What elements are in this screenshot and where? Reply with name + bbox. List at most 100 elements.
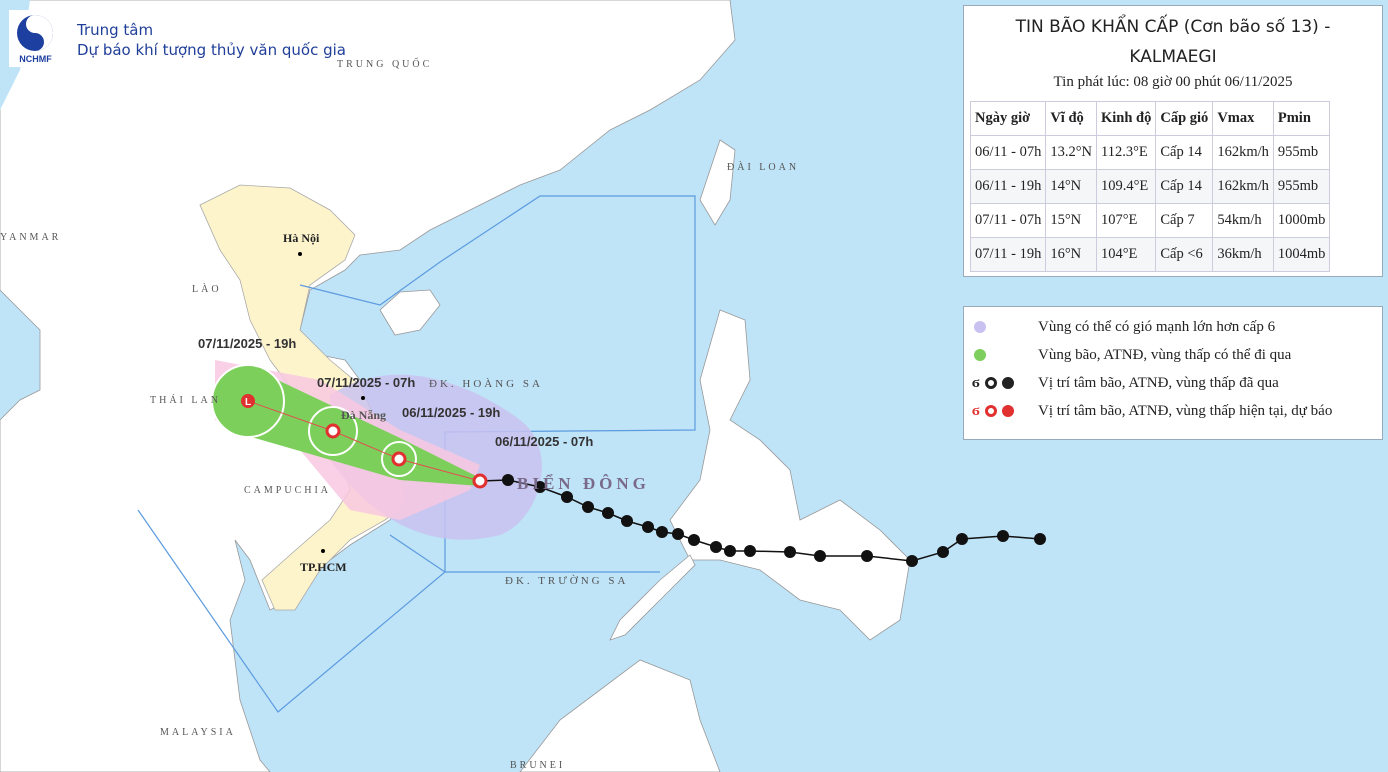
forecast-circle bbox=[308, 406, 358, 456]
land-philippines bbox=[669, 309, 911, 641]
storm-symbol-icon: ϭ bbox=[972, 402, 980, 419]
past-storm-icon bbox=[814, 550, 826, 562]
table-row: 06/11 - 07h 13.2°N 112.3°E Cấp 14 162km/h 955… bbox=[969, 135, 1331, 170]
info-title: TIN BÃO KHẨN CẤP (Cơn bão số 13) - KALMAE… bbox=[964, 12, 1382, 72]
past-storm-icon bbox=[642, 521, 654, 533]
org-line2: Dự báo khí tượng thủy văn quốc gia bbox=[77, 41, 346, 59]
low-symbol-icon bbox=[1001, 405, 1014, 417]
table-cell: 15°N bbox=[1045, 203, 1097, 238]
label-spratly: ĐK. TRƯỜNG SA bbox=[505, 575, 629, 587]
legend-item: ϭ Vị trí tâm bão, ATNĐ, vùng thấp hiện tạ… bbox=[972, 397, 1332, 425]
boundary-line bbox=[137, 195, 696, 713]
col-header: Vmax bbox=[1212, 101, 1274, 136]
label-malaysia: MALAYSIA bbox=[160, 727, 236, 738]
table-row: 07/11 - 07h 15°N 107°E Cấp 7 54km/h 1000mb bbox=[969, 203, 1331, 238]
table-cell: 07/11 - 07h bbox=[969, 203, 1047, 238]
forecast-track-line bbox=[247, 400, 481, 482]
col-header: Vĩ độ bbox=[1045, 101, 1097, 136]
table-cell: 955mb bbox=[1272, 169, 1331, 204]
past-storm-icon bbox=[710, 541, 722, 553]
table-row: 07/11 - 19h 16°N 104°E Cấp <6 36km/h 1004mb bbox=[969, 237, 1331, 272]
past-storm-icon bbox=[784, 546, 796, 558]
low-symbol-icon bbox=[1001, 377, 1014, 389]
table-cell: 06/11 - 07h bbox=[969, 135, 1047, 170]
table-cell: 107°E bbox=[1095, 203, 1157, 238]
label-thailand: THÁI LAN bbox=[150, 395, 221, 406]
past-storm-icon bbox=[534, 481, 546, 493]
table-cell: 07/11 - 19h bbox=[969, 237, 1047, 272]
past-track-line bbox=[479, 479, 1041, 562]
table-cell: 1004mb bbox=[1272, 237, 1331, 272]
info-title-line1: TIN BÃO KHẨN CẤP (Cơn bão số 13) - bbox=[1015, 17, 1331, 37]
past-storm-icon bbox=[861, 550, 873, 562]
table-cell: Cấp 14 bbox=[1155, 135, 1214, 170]
past-position-icons: ϭ bbox=[972, 375, 1038, 392]
label-brunei: BRUNEI bbox=[510, 760, 566, 771]
table-cell: 104°E bbox=[1095, 237, 1157, 272]
past-storm-icon bbox=[997, 530, 1009, 542]
current-position-icons: ϭ bbox=[972, 403, 1038, 420]
table-cell: 36km/h bbox=[1212, 237, 1274, 272]
table-cell: 06/11 - 19h bbox=[969, 169, 1047, 204]
legend-label: Vùng bão, ATNĐ, vùng thấp có thể đi qua bbox=[1038, 346, 1292, 363]
land-hainan bbox=[379, 289, 441, 336]
table-cell: Cấp 14 bbox=[1155, 169, 1214, 204]
forecast-low-icon bbox=[241, 394, 255, 408]
label-taiwan: ĐÀI LOAN bbox=[727, 162, 800, 173]
label-laos: LÀO bbox=[192, 284, 222, 295]
legend-label: Vị trí tâm bão, ATNĐ, vùng thấp hiện tại… bbox=[1038, 402, 1333, 419]
table-cell: Cấp <6 bbox=[1155, 237, 1214, 272]
city-dot bbox=[298, 252, 302, 256]
legend-panel: Vùng có thể có gió mạnh lớn hơn cấp 6 Vù… bbox=[963, 306, 1383, 440]
label-cambodia: CAMPUCHIA bbox=[244, 485, 332, 496]
table-header-row: Ngày giờ Vĩ độ Kinh độ Cấp gió Vmax Pmin bbox=[969, 101, 1331, 136]
legend-item: Vùng bão, ATNĐ, vùng thấp có thể đi qua bbox=[972, 341, 1291, 369]
forecast-points: L bbox=[241, 394, 488, 489]
storm-cone bbox=[248, 366, 480, 486]
past-storm-icon bbox=[672, 528, 684, 540]
legend-item: Vùng có thể có gió mạnh lớn hơn cấp 6 bbox=[972, 313, 1275, 341]
nchmf-logo: NCHMF bbox=[9, 10, 62, 67]
past-storm-icon bbox=[688, 534, 700, 546]
forecast-storm-icon bbox=[391, 451, 407, 467]
col-header: Pmin bbox=[1272, 101, 1331, 136]
past-storm-icon bbox=[502, 474, 514, 486]
forecast-depression-icon bbox=[325, 423, 341, 439]
svg-text:L: L bbox=[245, 397, 251, 408]
storm-table: Ngày giờ Vĩ độ Kinh độ Cấp gió Vmax Pmin 06/1… bbox=[969, 101, 1331, 272]
city-hcmc: TP.HCM bbox=[300, 560, 347, 574]
past-storm-icon bbox=[656, 526, 668, 538]
table-cell: 16°N bbox=[1045, 237, 1097, 272]
depression-symbol-icon bbox=[984, 405, 997, 417]
issued-time: Tin phát lúc: 08 giờ 00 phút 06/11/2025 bbox=[1053, 74, 1293, 90]
legend-label: Vùng có thể có gió mạnh lớn hơn cấp 6 bbox=[1038, 318, 1276, 335]
table-cell: 109.4°E bbox=[1095, 169, 1157, 204]
label-china: TRUNG QUỐC bbox=[337, 59, 433, 70]
col-header: Kinh độ bbox=[1095, 101, 1157, 136]
strong-wind-swatch bbox=[974, 321, 986, 333]
track-label: 06/11/2025 - 19h bbox=[402, 405, 501, 420]
city-hanoi: Hà Nội bbox=[283, 231, 320, 245]
label-east-sea: BIỂN ĐÔNG bbox=[517, 474, 650, 493]
past-storm-icon bbox=[937, 546, 949, 558]
info-title-line2: KALMAEGI bbox=[1129, 47, 1217, 67]
depression-symbol-icon bbox=[984, 377, 997, 389]
storm-symbol-icon: ϭ bbox=[972, 374, 980, 391]
land-borneo bbox=[519, 659, 721, 772]
col-header: Ngày giờ bbox=[969, 101, 1047, 136]
land-taiwan bbox=[699, 139, 736, 226]
track-label: 07/11/2025 - 19h bbox=[198, 336, 297, 351]
table-cell: 1000mb bbox=[1272, 203, 1331, 238]
table-cell: Cấp 7 bbox=[1155, 203, 1214, 238]
past-storm-icon bbox=[621, 515, 633, 527]
label-myanmar: YANMAR bbox=[0, 232, 62, 243]
city-danang: Đà Nẵng bbox=[341, 408, 387, 422]
boundary-line bbox=[389, 534, 446, 573]
table-cell: 13.2°N bbox=[1045, 135, 1097, 170]
past-storm-icon bbox=[1034, 533, 1046, 545]
org-line1: Trung tâm bbox=[77, 21, 154, 39]
legend-label: Vị trí tâm bão, ATNĐ, vùng thấp đã qua bbox=[1038, 374, 1279, 391]
table-cell: 162km/h bbox=[1212, 169, 1274, 204]
track-label: 07/11/2025 - 07h bbox=[317, 375, 416, 390]
